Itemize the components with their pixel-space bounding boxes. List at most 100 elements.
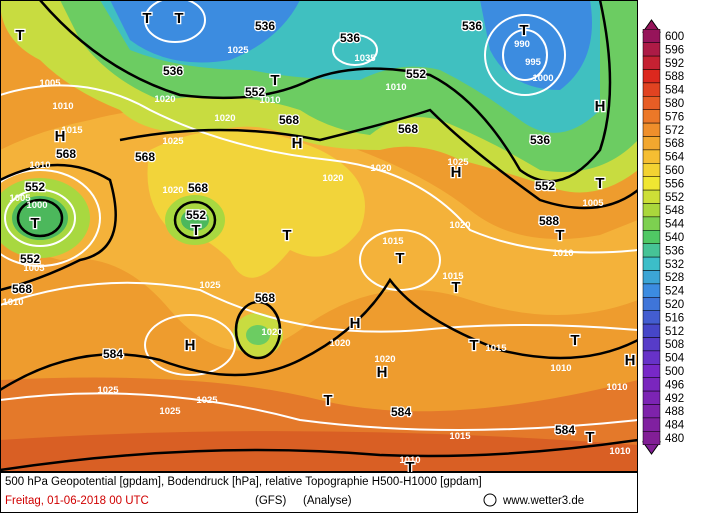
isobar-label: 1025 [447, 157, 469, 168]
colorbar-swatch [642, 337, 661, 352]
isobar-label: 1025 [196, 395, 218, 406]
isobar-label: 1005 [23, 263, 45, 274]
geopotential-label: 536 [255, 19, 275, 33]
isobar-label: 1010 [29, 160, 50, 171]
isobar-label: 1020 [329, 338, 350, 349]
pressure-center: T [15, 27, 24, 44]
pressure-center: T [30, 215, 39, 232]
isobar-label: 1025 [162, 136, 184, 147]
colorbar-swatch [642, 176, 661, 191]
geopotential-label: 552 [535, 179, 555, 193]
colorbar-label: 596 [665, 44, 684, 56]
isobar-label: 1025 [159, 406, 181, 417]
colorbar-swatch [642, 390, 661, 405]
colorbar-swatch [642, 310, 661, 325]
colorbar-swatch [642, 230, 661, 244]
geopotential-label: 568 [12, 282, 32, 296]
pressure-center: H [292, 135, 303, 152]
colorbar-swatch [642, 96, 661, 110]
isobar-label: 990 [514, 39, 530, 50]
colorbar-label: 532 [665, 259, 684, 271]
colorbar-label: 564 [665, 152, 685, 164]
colorbar-swatch [642, 122, 661, 137]
colorbar-swatch [642, 431, 661, 445]
geopotential-label: 584 [555, 423, 575, 437]
copyright-icon [483, 493, 497, 507]
colorbar-label: 516 [665, 312, 684, 324]
isobar-label: 1010 [52, 101, 73, 112]
colorbar-swatch [642, 109, 661, 124]
colorbar-label: 552 [665, 192, 684, 204]
pressure-center: T [270, 72, 279, 89]
pressure-center: T [191, 222, 200, 239]
colorbar-swatch [642, 364, 661, 378]
pressure-center: T [555, 227, 564, 244]
footer-model: (GFS) [255, 495, 286, 507]
isobar-label: 1020 [162, 185, 183, 196]
colorbar-label: 496 [665, 379, 684, 391]
geopotential-label: 584 [103, 347, 123, 361]
pressure-center: T [405, 459, 414, 476]
isobar-label: 1010 [609, 446, 630, 457]
colorbar-label: 560 [665, 165, 684, 177]
isobar-label: 1020 [261, 327, 282, 338]
geopotential-label: 536 [462, 19, 482, 33]
footer-date: Freitag, 01-06-2018 00 UTC [5, 495, 149, 507]
colorbar-label: 500 [665, 366, 684, 378]
colorbar-label: 520 [665, 299, 684, 311]
pressure-center: H [625, 352, 636, 369]
colorbar-label: 484 [665, 420, 685, 432]
pressure-center: H [185, 337, 196, 354]
colorbar-swatch [642, 216, 661, 231]
pressure-center: T [469, 337, 478, 354]
colorbar-label: 536 [665, 245, 684, 257]
isobar-label: 1020 [449, 220, 470, 231]
geopotential-label: 536 [530, 133, 550, 147]
pressure-center: T [174, 10, 183, 27]
colorbar-label: 584 [665, 85, 685, 97]
isobar-label: 1025 [97, 385, 119, 396]
pressure-center: H [451, 164, 462, 181]
footer-description: 500 hPa Geopotential [gpdam], Bodendruck… [5, 476, 482, 488]
colorbar-swatch [642, 283, 661, 298]
colorbar-label: 544 [665, 219, 685, 231]
pressure-center: T [570, 332, 579, 349]
colorbar-label: 524 [665, 286, 685, 298]
colorbar-swatch [642, 69, 661, 84]
isobar-label: 1000 [532, 73, 553, 84]
isobar-label: 1035 [354, 53, 376, 64]
geopotential-label: 552 [20, 252, 40, 266]
isobar-label: 1010 [606, 382, 627, 393]
colorbar-label: 528 [665, 272, 684, 284]
colorbar-swatch [642, 29, 661, 43]
colorbar-swatch [642, 189, 661, 204]
isobar-label: 1010 [552, 248, 573, 259]
pressure-center: T [142, 10, 151, 27]
colorbar-label: 600 [665, 31, 684, 43]
footer-site: www.wetter3.de [502, 495, 584, 507]
colorbar-swatch [642, 350, 661, 365]
isobar-label: 1020 [322, 173, 343, 184]
colorbar-label: 572 [665, 125, 684, 137]
colorbar-label: 488 [665, 406, 684, 418]
colorbar-swatch [642, 82, 661, 97]
map-field [0, 0, 638, 472]
pressure-center: H [55, 128, 66, 145]
colorbar-swatch [642, 42, 661, 57]
colorbar-label: 588 [665, 71, 684, 83]
isobar-label: 1015 [485, 343, 507, 354]
colorbar-label: 580 [665, 98, 684, 110]
isobar-label: 1005 [9, 193, 31, 204]
map-frame [0, 0, 638, 472]
isobar-label: 1005 [39, 78, 61, 89]
colorbar-label: 556 [665, 178, 684, 190]
colorbar-label: 576 [665, 111, 684, 123]
colorbar-label: 492 [665, 393, 684, 405]
colorbar-label: 568 [665, 138, 684, 150]
pressure-center: T [595, 175, 604, 192]
colorbar-swatch [642, 136, 661, 151]
colorbar-swatch [642, 203, 661, 218]
colorbar-swatch [642, 163, 661, 177]
colorbar-swatch [642, 404, 661, 419]
geopotential-label: 552 [25, 180, 45, 194]
